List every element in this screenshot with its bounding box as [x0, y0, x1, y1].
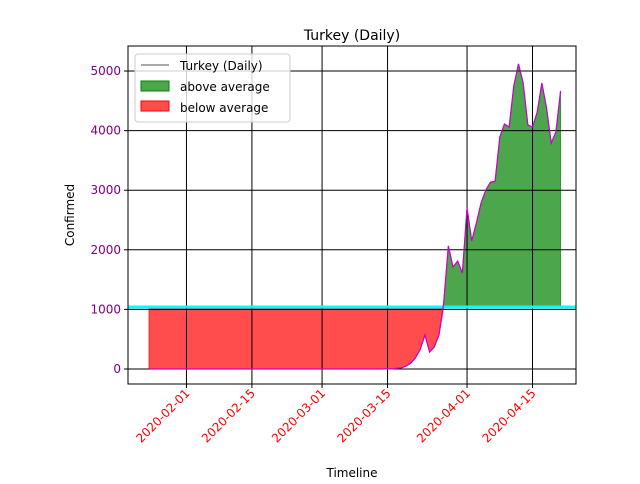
- y-tick-label: 2000: [90, 243, 121, 257]
- chart-title: Turkey (Daily): [303, 28, 400, 44]
- x-tick-label: 2020-02-01: [133, 386, 192, 445]
- legend-label-above: above average: [180, 80, 270, 94]
- y-tick-label: 0: [113, 362, 121, 376]
- legend: Turkey (Daily) above average below avera…: [134, 53, 291, 123]
- y-tick-label: 3000: [90, 183, 121, 197]
- x-axis-label: Timeline: [325, 466, 377, 480]
- legend-above-swatch: [140, 80, 170, 92]
- series-line: [149, 63, 562, 370]
- y-tick-label: 4000: [90, 124, 121, 138]
- legend-label-series: Turkey (Daily): [179, 59, 263, 73]
- x-tick-label: 2020-03-15: [334, 386, 393, 445]
- y-tick-label: 1000: [90, 302, 121, 316]
- y-axis-label: Confirmed: [63, 184, 77, 246]
- x-tick-label: 2020-04-01: [414, 386, 473, 445]
- legend-label-below: below average: [180, 101, 268, 115]
- x-tick-label: 2020-03-01: [269, 386, 328, 445]
- x-tick-label: 2020-02-15: [199, 386, 258, 445]
- legend-below-swatch: [140, 100, 170, 112]
- below-average-area: [148, 306, 561, 370]
- axes-frame: [127, 45, 577, 385]
- y-tick-label: 5000: [90, 64, 121, 78]
- x-tick-label: 2020-04-15: [479, 386, 538, 445]
